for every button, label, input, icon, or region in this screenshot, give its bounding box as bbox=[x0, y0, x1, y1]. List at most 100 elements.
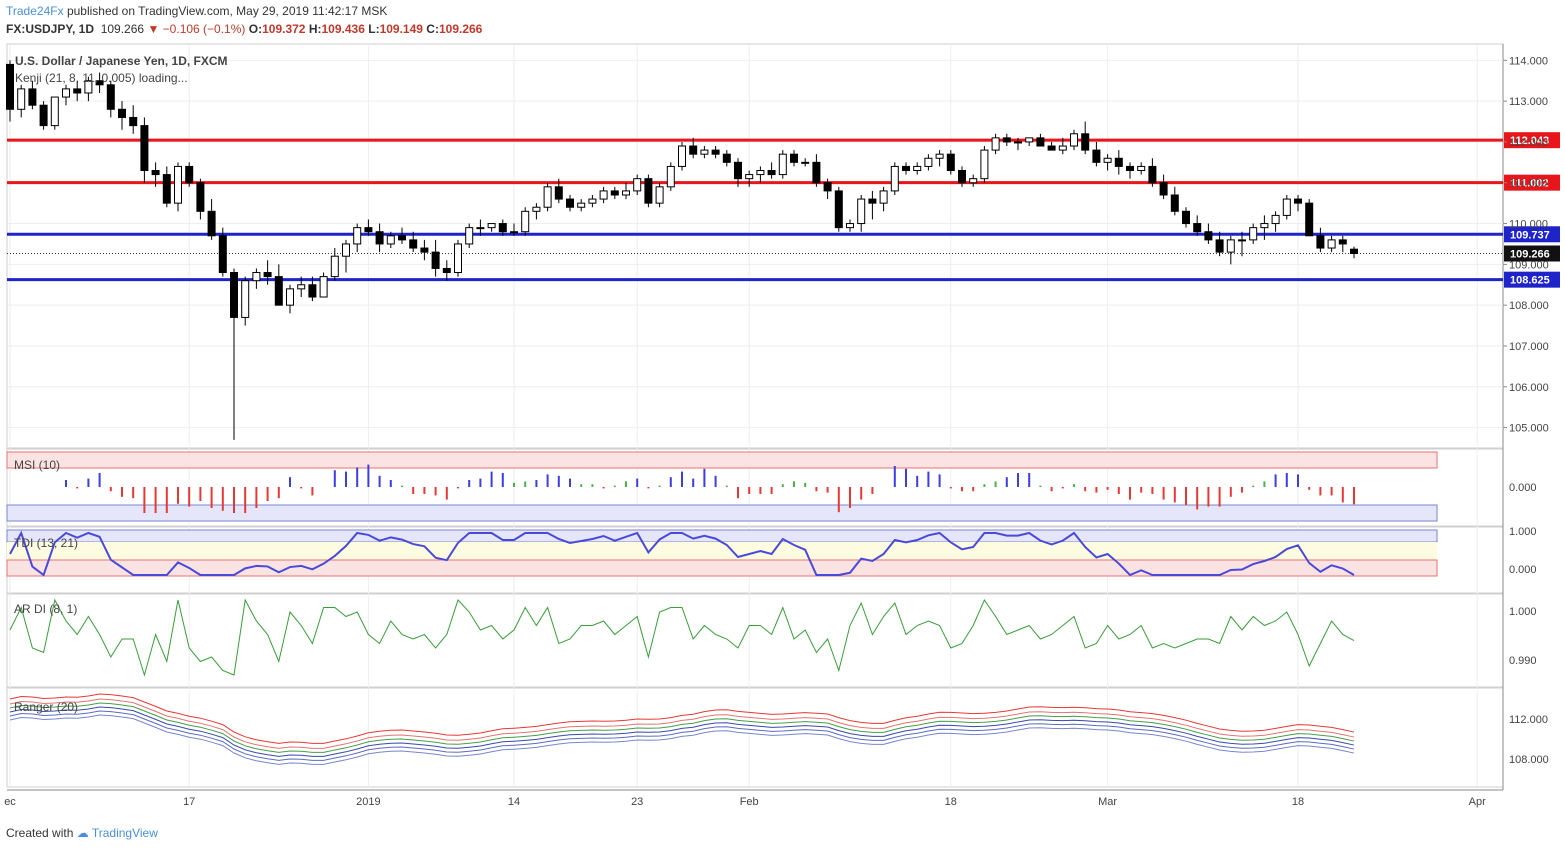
open-value: 109.372 bbox=[262, 22, 306, 36]
last-price: 109.266 bbox=[100, 22, 145, 36]
candle-body bbox=[476, 227, 485, 230]
candle-body bbox=[711, 149, 720, 155]
level-price-label: 109.737 bbox=[1510, 229, 1550, 241]
high-value: 109.436 bbox=[321, 22, 365, 36]
candle-body bbox=[879, 190, 888, 204]
candle-body bbox=[1159, 182, 1168, 196]
candle-body bbox=[1114, 157, 1123, 167]
candle-body bbox=[969, 178, 978, 184]
candle-body bbox=[1025, 137, 1034, 143]
candle-body bbox=[386, 235, 395, 245]
candle-body bbox=[946, 153, 955, 172]
high-label: H: bbox=[308, 22, 322, 36]
candle-body bbox=[924, 157, 933, 167]
tdi-lower-zone bbox=[6, 559, 1438, 577]
candle-body bbox=[1047, 145, 1056, 151]
chart-title: U.S. Dollar / Japanese Yen, 1D, FXCM bbox=[15, 54, 228, 68]
ardi-line bbox=[9, 598, 1355, 677]
candle-body bbox=[409, 239, 418, 249]
candle-body bbox=[1226, 239, 1235, 253]
candle-body bbox=[308, 284, 317, 298]
price-tick-label: 112.000 bbox=[1509, 137, 1548, 149]
price-tick-label: 110.000 bbox=[1509, 219, 1548, 231]
pane-frame bbox=[6, 687, 1504, 788]
author-link[interactable]: Trade24Fx bbox=[6, 4, 64, 18]
last-price-tag bbox=[1504, 245, 1560, 262]
price-tick-label: 105.000 bbox=[1509, 423, 1549, 435]
price-tick-label: 113.000 bbox=[1509, 96, 1548, 108]
last-price-label: 109.266 bbox=[1510, 249, 1550, 261]
candle-body bbox=[902, 165, 910, 172]
candle-body bbox=[442, 267, 451, 274]
tdi-tick-label: 0.000 bbox=[1509, 564, 1537, 576]
low-label: L: bbox=[368, 22, 380, 36]
tdi-upper-zone bbox=[6, 529, 1438, 543]
candle-body bbox=[812, 161, 821, 184]
price-axis[interactable]: 114.000 113.000 112.000 111.000 110.000 109.0… bbox=[1503, 55, 1549, 435]
candle-body bbox=[1014, 141, 1022, 144]
candle-body bbox=[330, 255, 339, 278]
candle-body bbox=[207, 210, 216, 237]
candle-body bbox=[644, 178, 653, 204]
candle-body bbox=[1081, 133, 1090, 151]
candle-body bbox=[353, 227, 362, 245]
candle-body bbox=[823, 182, 832, 192]
candle-body bbox=[1204, 231, 1213, 241]
tradingview-brand[interactable]: TradingView bbox=[91, 826, 158, 840]
candle-body bbox=[666, 165, 675, 188]
time-tick-label: 23 bbox=[631, 796, 643, 808]
candle-body bbox=[1126, 165, 1134, 172]
candle-body bbox=[129, 116, 138, 127]
candle-body bbox=[1294, 198, 1302, 204]
close-value: 109.266 bbox=[438, 22, 483, 36]
candle-body bbox=[1249, 227, 1258, 241]
pane-frames bbox=[6, 43, 1504, 791]
candle-body bbox=[1282, 198, 1291, 216]
candle-body bbox=[398, 235, 406, 241]
symbol-label: FX:USDJPY, 1D bbox=[6, 22, 95, 36]
candle-body bbox=[543, 186, 552, 208]
candle-body bbox=[1338, 239, 1347, 245]
time-tick-label: 14 bbox=[508, 796, 520, 808]
candle-body bbox=[1271, 214, 1280, 225]
ardi-label: AR DI (8, 1) bbox=[14, 602, 77, 616]
open-label: O: bbox=[248, 22, 263, 36]
candle-body bbox=[756, 170, 765, 176]
candle-body bbox=[588, 198, 597, 204]
candle-body bbox=[566, 198, 574, 208]
candle-body bbox=[913, 165, 922, 172]
candle-body bbox=[95, 80, 104, 86]
candle-body bbox=[1182, 210, 1190, 225]
candle-body bbox=[140, 125, 149, 172]
candle-body bbox=[510, 231, 518, 234]
candle-body bbox=[465, 227, 474, 245]
time-tick-label: 18 bbox=[1292, 796, 1304, 808]
time-axis[interactable]: ec1720191423Feb18Mar18Apr15May1322Jun bbox=[4, 796, 1565, 808]
candle-body bbox=[1350, 248, 1358, 255]
candle-body bbox=[364, 227, 373, 233]
price-tick-label: 111.000 bbox=[1509, 178, 1547, 190]
candle-body bbox=[1036, 137, 1045, 147]
symbol-ohlc-line: FX:USDJPY, 1D 109.266 ▼ −0.106 (−0.1%) O… bbox=[6, 22, 482, 36]
candle-body bbox=[722, 153, 731, 163]
level-price-tag bbox=[1504, 271, 1560, 288]
candle-body bbox=[577, 202, 586, 208]
candle-body bbox=[958, 170, 966, 184]
tdi-mid-zone bbox=[7, 542, 1437, 560]
candle-body bbox=[734, 161, 742, 180]
ranger-tick-label: 108.000 bbox=[1509, 754, 1549, 766]
candle-body bbox=[17, 88, 26, 110]
candle-body bbox=[980, 149, 989, 180]
candle-body bbox=[1327, 239, 1336, 249]
candle-body bbox=[297, 284, 306, 290]
msi-upper-zone bbox=[6, 451, 1438, 469]
candles[interactable] bbox=[6, 60, 1358, 440]
candle-body bbox=[1215, 239, 1224, 253]
candle-body bbox=[431, 251, 440, 269]
horizontal-levels[interactable]: 112.043 111.002 109.737 108.625 109.266 bbox=[7, 132, 1560, 288]
candle-body bbox=[342, 243, 350, 257]
candle-body bbox=[252, 272, 261, 282]
candle-body bbox=[610, 190, 619, 196]
candle-body bbox=[230, 272, 238, 318]
